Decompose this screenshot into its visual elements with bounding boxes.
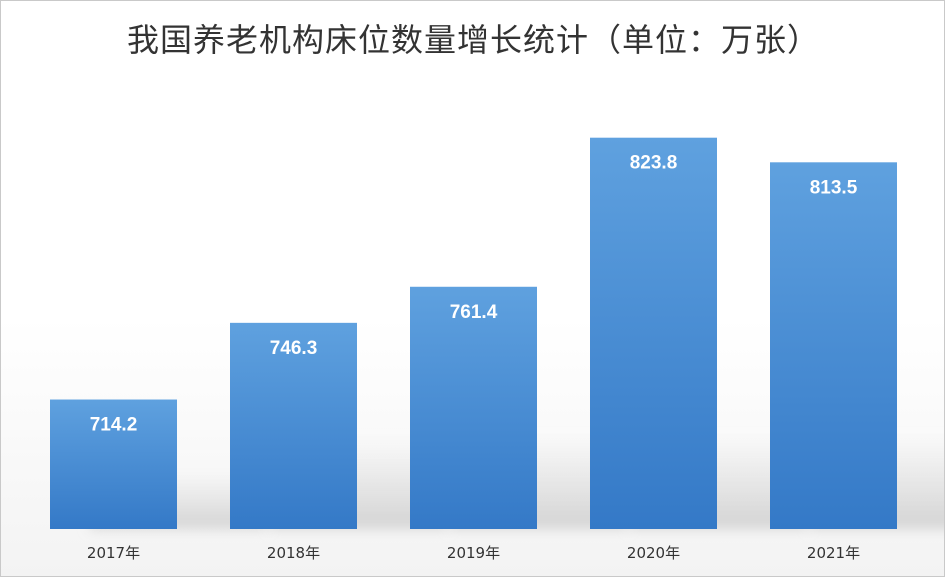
- data-label: 823.8: [630, 153, 678, 174]
- bar-2019年: [410, 286, 537, 529]
- data-label: 746.3: [270, 338, 318, 359]
- x-tick-label: 2018年: [267, 544, 320, 562]
- bar-2021年: [770, 162, 897, 530]
- bar-2020年: [590, 137, 717, 529]
- bar-2018年: [230, 322, 357, 529]
- data-label: 813.5: [810, 177, 858, 198]
- chart-title: 我国养老机构床位数量增长统计（单位：万张）: [126, 21, 820, 59]
- x-tick-label: 2020年: [627, 544, 680, 562]
- data-label: 714.2: [90, 415, 138, 436]
- data-label: 761.4: [450, 302, 498, 323]
- x-tick-label: 2019年: [447, 544, 500, 562]
- x-tick-label: 2021年: [807, 544, 860, 562]
- bar-2017年: [50, 399, 177, 529]
- x-tick-label: 2017年: [87, 544, 140, 562]
